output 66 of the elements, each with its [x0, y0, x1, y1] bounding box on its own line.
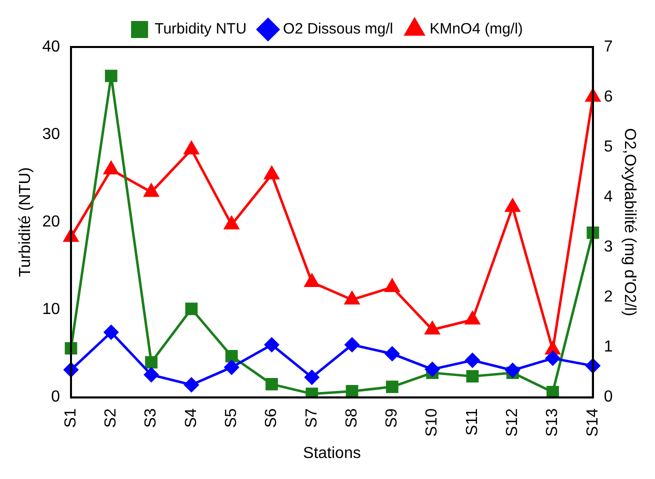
y2-tick-label: 7: [604, 38, 613, 56]
x-tick-label: S2: [102, 408, 120, 428]
point: [184, 141, 199, 154]
point: [546, 386, 559, 398]
y-tick-label: 0: [51, 388, 60, 406]
point: [384, 346, 400, 362]
x-tick-label: S8: [343, 408, 360, 428]
y-axis-title: Turbidité (NTU): [17, 167, 34, 277]
x-tick-label: S3: [142, 408, 160, 428]
point: [344, 338, 360, 352]
x-tick-label: S6: [263, 408, 280, 428]
y2-tick-label: 4: [604, 188, 613, 206]
point: [144, 368, 159, 382]
point: [304, 370, 320, 385]
point: [185, 302, 198, 316]
x-tick-label: S13: [544, 408, 562, 437]
x-tick-label: S10: [424, 408, 441, 437]
point: [104, 70, 118, 82]
point: [386, 380, 398, 394]
y2-axis-title: O2,Oxydabilité (mg d'O2/l): [620, 128, 638, 316]
point: [264, 166, 280, 180]
y2-tick-label: 2: [604, 288, 613, 306]
point: [505, 198, 520, 212]
y2-tick-label: 6: [604, 88, 613, 106]
x-axis-title: Stations: [303, 444, 361, 462]
y-tick-label: 40: [42, 38, 60, 56]
point: [466, 370, 479, 383]
point: [306, 388, 318, 398]
point: [546, 351, 560, 366]
y-tick-label: 20: [42, 214, 60, 231]
x-tick-label: S5: [222, 408, 240, 428]
point: [465, 353, 480, 368]
y2-tick-label: 5: [604, 138, 613, 156]
legend-label: O2 Dissous mg/l: [283, 20, 394, 38]
point: [225, 350, 238, 362]
x-tick-label: S11: [464, 408, 481, 436]
point: [304, 274, 320, 287]
legend-label: Turbidity NTU: [154, 20, 247, 38]
point: [425, 322, 440, 335]
x-tick-label: S7: [303, 408, 320, 428]
point: [384, 278, 400, 292]
point: [104, 325, 118, 340]
point: [104, 161, 118, 174]
point: [465, 312, 480, 325]
point: [346, 385, 358, 398]
point: [144, 184, 159, 197]
x-tick-label: S1: [62, 408, 80, 428]
point: [344, 291, 360, 304]
point: [145, 356, 158, 368]
point: [505, 363, 520, 378]
y-tick-label: 10: [42, 301, 60, 318]
x-tick-label: S12: [504, 408, 522, 437]
x-tick-label: S14: [584, 408, 602, 437]
point: [266, 378, 278, 390]
x-tick-label: S4: [182, 408, 200, 428]
point: [425, 362, 440, 377]
point: [224, 360, 239, 375]
y2-tick-label: 3: [604, 238, 613, 256]
point: [264, 338, 279, 352]
y2-tick-label: 1: [604, 338, 613, 356]
x-tick-label: S9: [384, 408, 401, 428]
legend-label: KMnO4 (mg/l): [430, 20, 523, 38]
point: [224, 216, 239, 230]
y2-tick-label: 0: [604, 388, 613, 406]
y-tick-label: 30: [42, 126, 60, 143]
point: [184, 378, 199, 392]
